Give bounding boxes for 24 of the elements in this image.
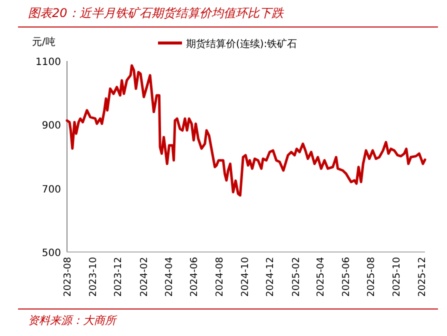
x-tick-label: 2024-08 — [214, 257, 226, 297]
x-tick-label: 2023-12 — [113, 257, 124, 297]
x-tick-label: 2025-06 — [340, 257, 352, 297]
text: 资料来源：大商所 — [28, 314, 118, 327]
x-tick-label: 2024-02 — [138, 257, 150, 297]
chart-title: 图表20：近半月铁矿石期货结算价均值环比下跌 — [28, 6, 284, 20]
y-tick-label: 1100 — [36, 57, 61, 68]
y-tick-label: 900 — [42, 120, 61, 132]
y-tick-label: 500 — [42, 248, 61, 259]
line-series — [66, 64, 426, 197]
x-tick-label: 2025-02 — [290, 257, 302, 297]
x-tick-label: 2025-12 — [416, 257, 428, 297]
x-tick-label: 2024-12 — [265, 257, 276, 297]
x-tick-label: 2025-04 — [315, 257, 326, 297]
x-tick-label: 2024-06 — [189, 257, 200, 297]
x-tick-label: 2024-04 — [164, 257, 175, 297]
y-tick-label: 700 — [42, 184, 61, 196]
legend-label: 期货结算价(连续):铁矿石 — [186, 38, 298, 50]
x-tick-label: 2025-08 — [366, 257, 378, 297]
y-axis-title: 元/吨 — [32, 36, 56, 48]
x-tick-label: 2024-10 — [240, 257, 251, 297]
x-tick-label: 2023-10 — [88, 257, 99, 297]
x-tick-label: 2023-08 — [62, 257, 74, 297]
x-tick-label: 2025-10 — [391, 257, 402, 297]
